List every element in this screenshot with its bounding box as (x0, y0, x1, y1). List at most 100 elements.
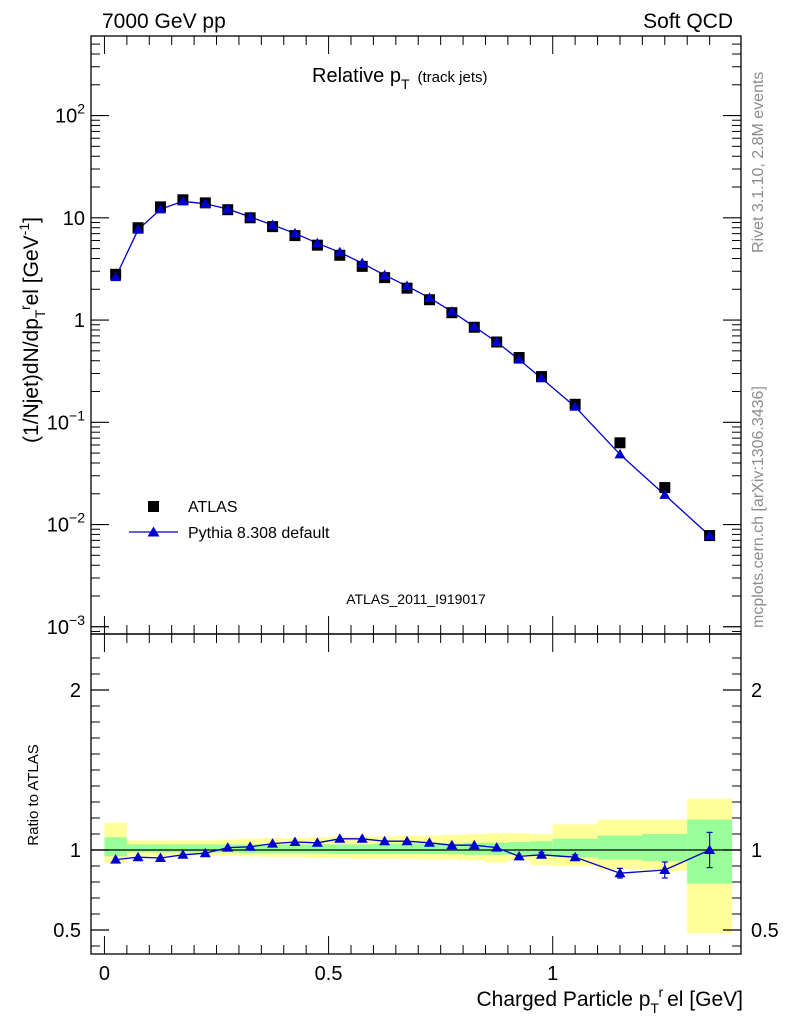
main-ylabel-sub: T (32, 309, 48, 318)
rivet-label: Rivet 3.1.10, 2.8M events (750, 72, 767, 253)
band-green (171, 844, 195, 853)
pythia-point (289, 227, 301, 238)
band-green (283, 844, 307, 854)
main-y-tick-exp: 2 (77, 101, 85, 117)
band-green (530, 841, 553, 856)
band-green (597, 835, 643, 860)
pythia-line (115, 200, 711, 537)
main-y-tick-base: 10 (47, 412, 69, 434)
ratio-point (614, 867, 626, 878)
ratio-axes: 0.5 0.5 1 1 2 2 0 0.5 1 (53, 634, 779, 985)
main-y-tick-label: 102 (55, 101, 85, 128)
pythia-point (401, 280, 413, 291)
ratio-point (491, 842, 503, 852)
pythia-point (356, 257, 368, 268)
main-frame (90, 35, 742, 635)
ratio-xlabel-text: Charged Particle p (476, 988, 650, 1011)
main-y-tick-exp: −3 (69, 612, 85, 628)
band-green (418, 843, 441, 854)
ratio-point (222, 842, 234, 852)
main-ylabel-text: (1/Njet)dN/dp (20, 318, 43, 443)
main-y-tick-base: 10 (47, 617, 69, 639)
main-y-tick-base: 10 (63, 208, 85, 230)
analysis-label: ATLAS_2011_I919017 (346, 591, 486, 607)
ratio-line (115, 838, 710, 874)
main-y-tick-base: 1 (74, 310, 85, 332)
band-green (351, 844, 374, 854)
pythia-point (110, 271, 122, 282)
ratio-point (244, 841, 256, 851)
ratio-y-tick-label-right: 1 (751, 840, 762, 862)
legend-marker-atlas (148, 501, 159, 512)
ratio-point (110, 854, 122, 864)
ratio-y-tick-label-right: 0.5 (751, 920, 779, 942)
pythia-point (513, 354, 525, 364)
main-ylabel-unit-sup: -1 (16, 223, 32, 236)
band-green (261, 844, 284, 854)
ratio-point (356, 833, 368, 843)
ratio-x-tick-label: 1 (547, 963, 558, 985)
pythia-point (267, 219, 279, 230)
main-title-extra: (track jets) (418, 69, 488, 86)
band-green (126, 844, 150, 853)
pythia-point (491, 336, 503, 346)
ratio-plot-area (91, 798, 741, 934)
ratio-point (334, 833, 346, 843)
header-right: Soft QCD (643, 10, 733, 33)
ratio-point (401, 835, 413, 846)
pythia-point (446, 306, 458, 316)
ratio-point (536, 849, 548, 859)
main-y-tick-base: 10 (47, 515, 69, 537)
ratio-point (446, 839, 458, 850)
pythia-point (132, 224, 144, 234)
ratio-frame (90, 633, 742, 955)
ratio-xlabel-sup: r (658, 984, 663, 1000)
header-left: 7000 GeV pp (102, 10, 226, 33)
ratio-x-tick-label: 0.5 (315, 963, 343, 985)
band-green (149, 844, 172, 853)
main-y-tick-label: 1 (74, 310, 85, 332)
ratio-xlabel-tail: el [GeV] (667, 988, 743, 1011)
ratio-point (513, 850, 525, 861)
ratio-x-tick-label: 0 (99, 963, 110, 985)
main-y-tick-label: 10−1 (47, 407, 85, 434)
band-green (104, 837, 127, 857)
ratio-point (569, 851, 581, 862)
ratio-panel: 0.5 0.5 1 1 2 2 0 0.5 1 Ratio to ATLAS Charged P… (25, 633, 779, 1016)
pythia-point (244, 211, 256, 221)
band-green (507, 842, 531, 855)
ratio-xlabel: Charged Particle pTr el [GeV] (476, 984, 743, 1016)
ratio-point (704, 844, 716, 854)
pythia-point (311, 237, 323, 248)
ratio-point (132, 851, 144, 862)
pythia-point (177, 195, 189, 206)
pythia-point (614, 448, 626, 459)
main-y-tick-label: 10−3 (47, 612, 85, 639)
pythia-point (704, 530, 716, 540)
atlas-point (659, 482, 671, 494)
main-title-sub: T (401, 76, 410, 92)
band-green (552, 838, 598, 858)
ratio-xlabel-sub: T (650, 1000, 659, 1016)
pythia-point (334, 246, 346, 257)
pythia-point (536, 372, 548, 383)
pythia-point (154, 203, 166, 214)
pythia-point (423, 292, 435, 302)
main-ylabel-end: ] (20, 217, 43, 223)
ratio-point (468, 839, 480, 850)
ratio-y-tick-label-right: 2 (751, 680, 762, 702)
main-y-tick-label: 10 (63, 208, 85, 230)
ratio-y-tick-label-left: 1 (70, 840, 81, 862)
ratio-y-tick-label-left: 2 (70, 680, 81, 702)
legend: ATLAS Pythia 8.308 default (129, 499, 330, 542)
main-ylabel-tail: el [GeV (20, 235, 43, 305)
pythia-point (569, 401, 581, 411)
atlas-point (614, 437, 626, 449)
legend-marker-pythia (147, 526, 160, 537)
band-green (642, 834, 688, 862)
band-green (395, 843, 419, 854)
ratio-y-tick-label-left: 0.5 (53, 920, 81, 942)
